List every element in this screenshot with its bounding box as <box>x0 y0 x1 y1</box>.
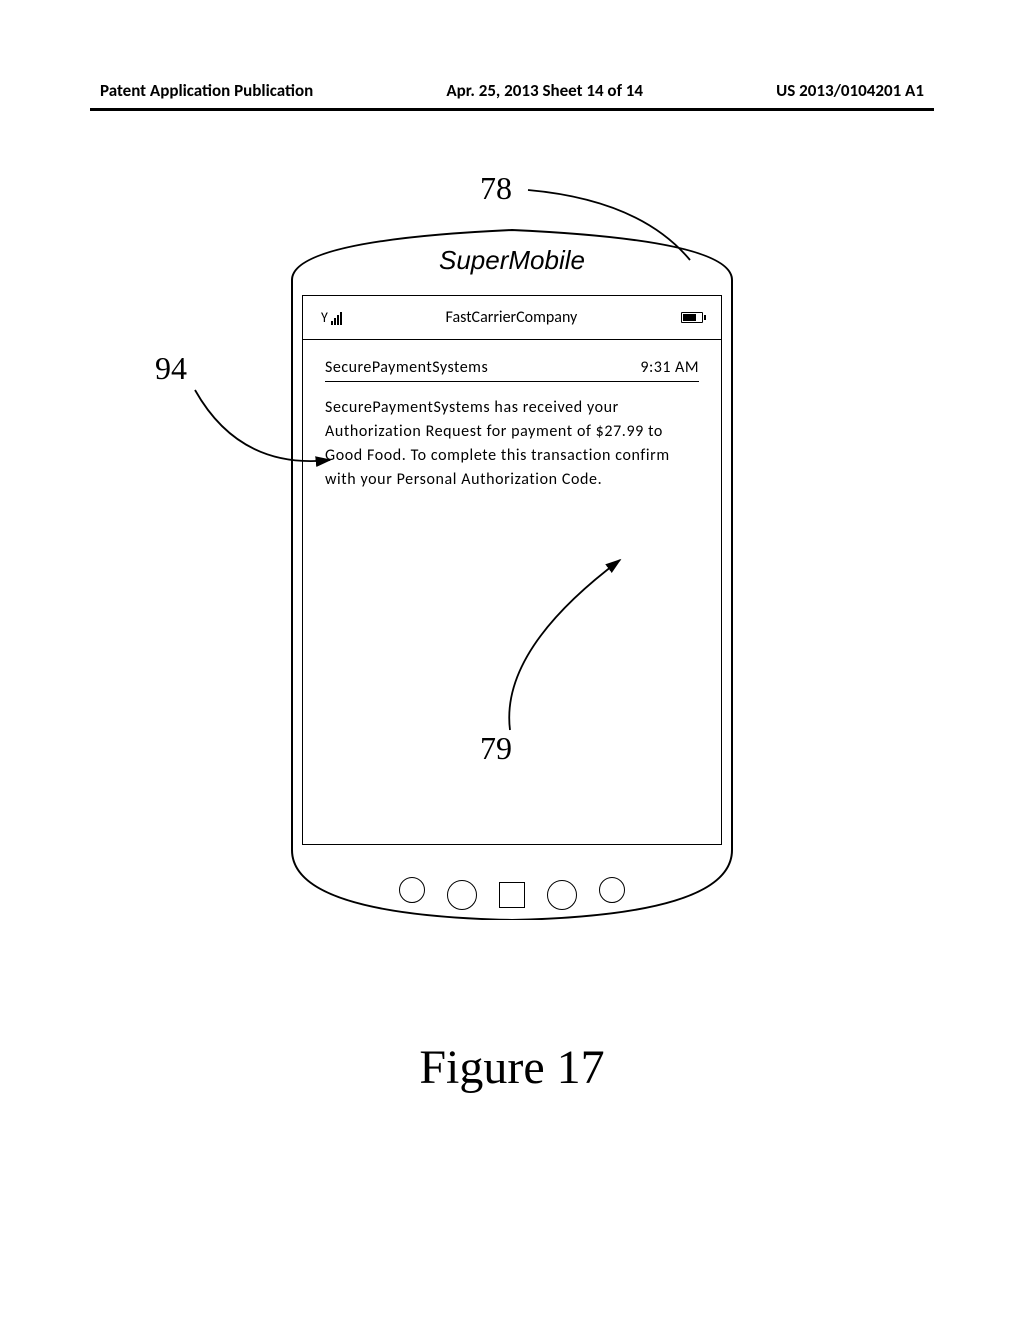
message-header: SecurePaymentSystems 9:31 AM <box>325 358 699 382</box>
ref-94: 94 <box>155 350 187 387</box>
page-header: Patent Application Publication Apr. 25, … <box>0 80 1024 101</box>
hw-button-home <box>499 882 525 908</box>
header-right: US 2013/0104201 A1 <box>776 80 924 101</box>
message-time: 9:31 AM <box>640 358 699 377</box>
hardware-buttons <box>262 865 762 915</box>
battery-icon <box>681 312 703 323</box>
message-sender: SecurePaymentSystems <box>325 358 488 377</box>
message-body: SecurePaymentSystems has received your A… <box>325 396 699 492</box>
header-divider <box>90 108 934 111</box>
header-center: Apr. 25, 2013 Sheet 14 of 14 <box>446 80 643 101</box>
message-area: SecurePaymentSystems 9:31 AM SecurePayme… <box>303 340 721 510</box>
status-bar: Y FastCarrierCompany <box>303 296 721 340</box>
ref-79: 79 <box>480 730 512 767</box>
header-left: Patent Application Publication <box>100 80 313 101</box>
device-brand-label: SuperMobile <box>262 245 762 276</box>
hw-button-2 <box>447 880 477 910</box>
hw-button-4 <box>599 877 625 903</box>
signal-icon: Y <box>321 309 342 326</box>
carrier-label: FastCarrierCompany <box>446 308 578 327</box>
device-screen: Y FastCarrierCompany SecurePaymentSystem… <box>302 295 722 845</box>
hw-button-3 <box>547 880 577 910</box>
ref-78: 78 <box>480 170 512 207</box>
figure-caption: Figure 17 <box>0 1040 1024 1095</box>
figure-area: SuperMobile Y FastCarrierCompany SecureP… <box>0 150 1024 1150</box>
hw-button-1 <box>399 877 425 903</box>
